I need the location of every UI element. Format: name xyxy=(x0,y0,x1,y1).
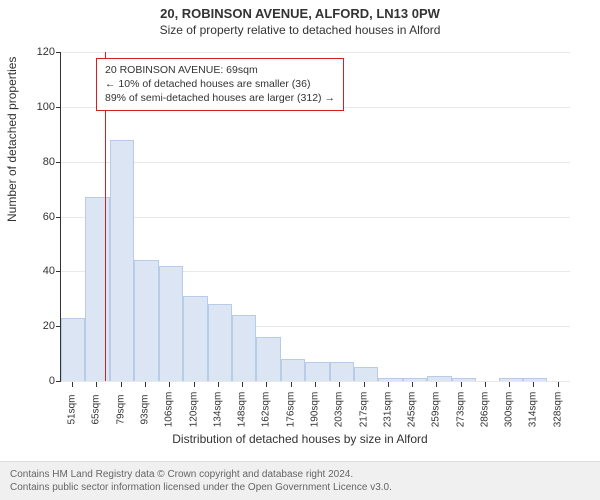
x-tick-mark xyxy=(121,382,122,387)
y-tick-label: 20 xyxy=(43,320,55,332)
x-axis-label: Distribution of detached houses by size … xyxy=(0,432,600,446)
x-tick-mark xyxy=(461,382,462,387)
x-tick-label: 65sqm xyxy=(91,394,102,424)
y-tick-mark xyxy=(56,381,61,382)
chart-subtitle: Size of property relative to detached ho… xyxy=(0,21,600,37)
x-tick-label: 51sqm xyxy=(67,394,78,424)
bar xyxy=(256,337,280,381)
x-tick-mark xyxy=(533,382,534,387)
x-tick-label: 190sqm xyxy=(309,392,320,428)
bar xyxy=(354,367,378,381)
x-tick-label: 273sqm xyxy=(455,392,466,428)
footer: Contains HM Land Registry data © Crown c… xyxy=(0,461,600,500)
bar xyxy=(523,378,547,381)
x-tick-label: 245sqm xyxy=(407,392,418,428)
bar xyxy=(208,304,232,381)
info-box: 20 ROBINSON AVENUE: 69sqm ← 10% of detac… xyxy=(96,58,344,111)
x-tick-mark xyxy=(315,382,316,387)
bar xyxy=(281,359,305,381)
bar xyxy=(85,197,109,381)
y-tick-label: 100 xyxy=(37,101,55,113)
x-tick-label: 286sqm xyxy=(479,392,490,428)
plot-area: 020406080100120 20 ROBINSON AVENUE: 69sq… xyxy=(60,52,570,382)
bar xyxy=(452,378,476,381)
y-axis-label: Number of detached properties xyxy=(5,57,19,222)
y-tick-label: 80 xyxy=(43,156,55,168)
x-tick-label: 162sqm xyxy=(261,392,272,428)
y-tick-label: 0 xyxy=(49,375,55,387)
x-tick-mark xyxy=(509,382,510,387)
footer-line-2: Contains public sector information licen… xyxy=(10,481,590,494)
x-tick-mark xyxy=(485,382,486,387)
y-tick-label: 40 xyxy=(43,265,55,277)
x-tick-mark xyxy=(194,382,195,387)
info-line-1: 20 ROBINSON AVENUE: 69sqm xyxy=(105,63,335,77)
x-tick-label: 106sqm xyxy=(164,392,175,428)
x-tick-mark xyxy=(242,382,243,387)
x-tick-mark xyxy=(96,382,97,387)
x-tick-label: 120sqm xyxy=(188,392,199,428)
bar xyxy=(110,140,134,381)
bar xyxy=(183,296,207,381)
bar xyxy=(378,378,402,381)
x-tick-label: 300sqm xyxy=(504,392,515,428)
bar xyxy=(232,315,256,381)
x-tick-label: 328sqm xyxy=(552,392,563,428)
chart-title: 20, ROBINSON AVENUE, ALFORD, LN13 0PW xyxy=(0,0,600,21)
bar xyxy=(61,318,85,381)
x-tick-mark xyxy=(339,382,340,387)
x-tick-mark xyxy=(436,382,437,387)
x-tick-mark xyxy=(388,382,389,387)
y-tick-label: 120 xyxy=(37,46,55,58)
bar xyxy=(499,378,523,381)
info-line-3: 89% of semi-detached houses are larger (… xyxy=(105,91,335,105)
info-line-2: ← 10% of detached houses are smaller (36… xyxy=(105,77,335,91)
x-tick-mark xyxy=(218,382,219,387)
y-tick-label: 60 xyxy=(43,211,55,223)
x-tick-label: 231sqm xyxy=(382,392,393,428)
footer-line-1: Contains HM Land Registry data © Crown c… xyxy=(10,468,590,481)
x-tick-mark xyxy=(145,382,146,387)
x-tick-mark xyxy=(169,382,170,387)
bar xyxy=(403,378,427,381)
x-tick-mark xyxy=(364,382,365,387)
x-tick-label: 148sqm xyxy=(237,392,248,428)
x-tick-label: 203sqm xyxy=(334,392,345,428)
x-tick-mark xyxy=(291,382,292,387)
x-tick-mark xyxy=(412,382,413,387)
x-tick-label: 176sqm xyxy=(285,392,296,428)
x-tick-label: 79sqm xyxy=(115,394,126,424)
bar xyxy=(330,362,354,381)
x-tick-label: 314sqm xyxy=(528,392,539,428)
x-tick-mark xyxy=(558,382,559,387)
bar xyxy=(305,362,329,381)
chart-area: 020406080100120 20 ROBINSON AVENUE: 69sq… xyxy=(60,52,570,382)
x-tick-label: 259sqm xyxy=(431,392,442,428)
bar xyxy=(427,376,451,381)
bar xyxy=(134,260,158,381)
bar xyxy=(159,266,183,381)
x-tick-mark xyxy=(72,382,73,387)
x-tick-label: 134sqm xyxy=(212,392,223,428)
x-tick-mark xyxy=(266,382,267,387)
x-tick-label: 93sqm xyxy=(139,394,150,424)
x-tick-label: 217sqm xyxy=(358,392,369,428)
